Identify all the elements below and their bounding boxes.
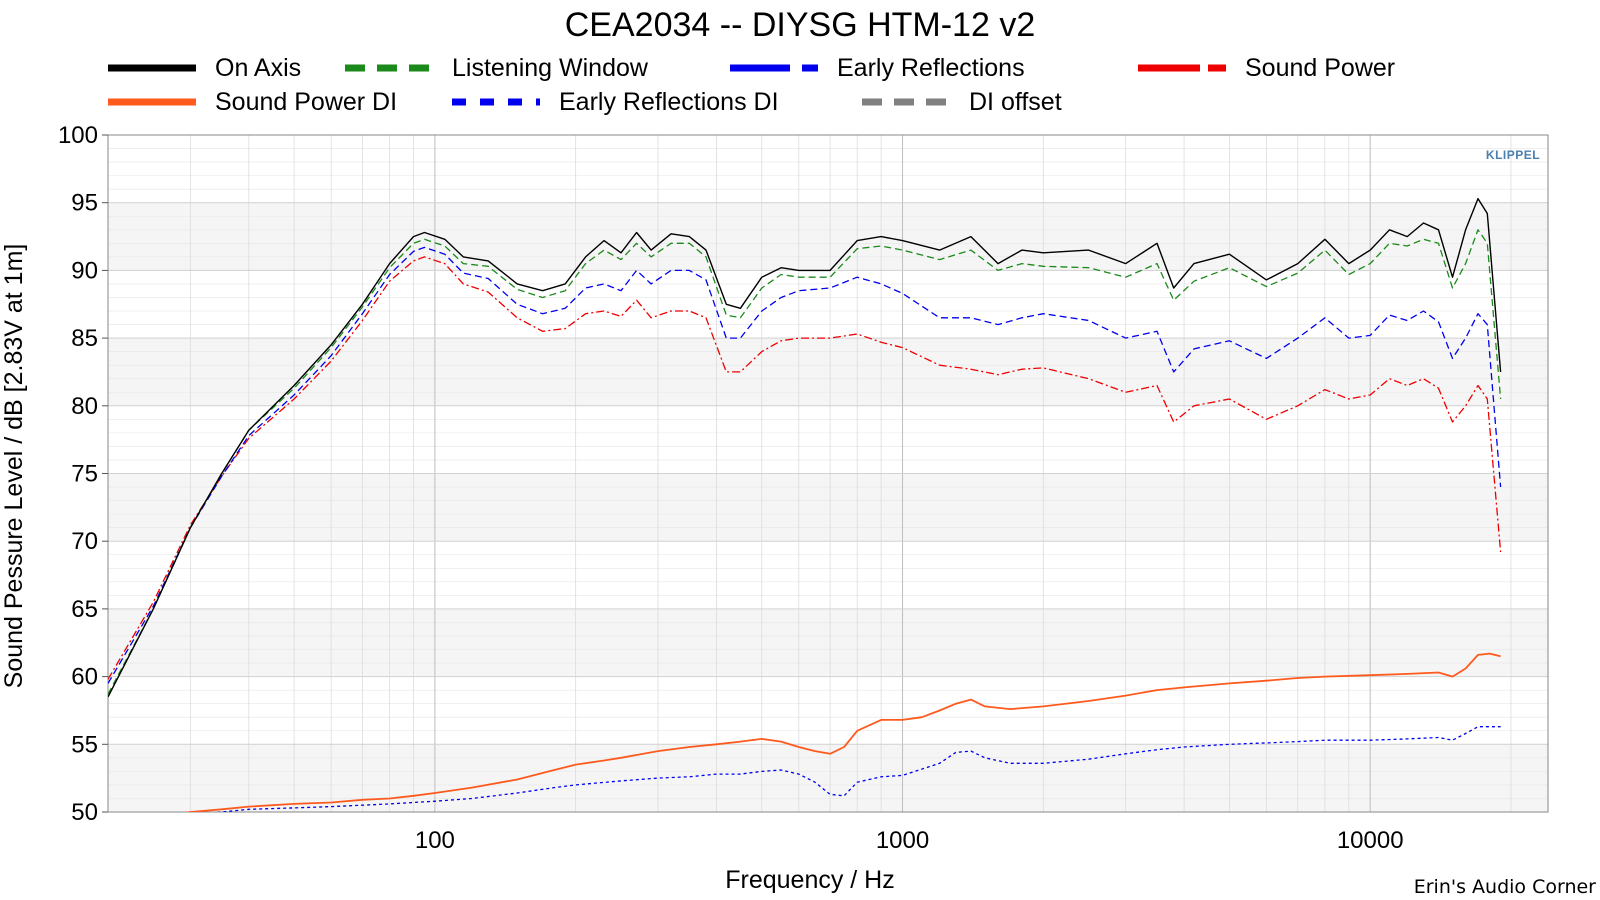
plot-area: 50 55 60 65 70 75 80 85 90 95 100 100 1000 10000 <box>58 122 1549 854</box>
y-tick-label: 80 <box>71 393 98 420</box>
chart-title: CEA2034 -- DIYSG HTM-12 v2 <box>565 6 1035 44</box>
grid-band <box>108 135 1548 203</box>
legend-label: On Axis <box>215 54 301 82</box>
y-tick-label: 85 <box>71 325 98 352</box>
series-line-early-reflections <box>108 246 1502 684</box>
grid-band <box>108 541 1548 609</box>
x-tick-label: 1000 <box>876 827 929 854</box>
x-axis-label: Frequency / Hz <box>725 866 895 894</box>
x-tick-label: 100 <box>415 827 455 854</box>
grid-band <box>108 744 1548 812</box>
legend-label: Sound Power DI <box>215 88 397 116</box>
grid-band <box>108 473 1548 542</box>
grid-band <box>108 338 1548 406</box>
y-tick-label: 95 <box>71 190 98 217</box>
series-line-early-reflections-di <box>214 726 1501 812</box>
x-tick-label: 10000 <box>1337 827 1404 854</box>
y-axis-label: Sound Pessure Level / dB [2.83V at 1m] <box>0 244 28 689</box>
series-line-sound-power-di <box>184 652 1501 812</box>
y-tick-label: 90 <box>71 257 98 284</box>
grid-band <box>108 608 1548 677</box>
legend-label: Sound Power <box>1245 54 1395 82</box>
y-tick-label: 50 <box>71 799 98 826</box>
y-tick-label: 70 <box>71 528 98 555</box>
legend: On Axis Listening Window Early Reflections… <box>108 54 1395 116</box>
grid-band <box>108 270 1548 339</box>
legend-label: Listening Window <box>452 54 649 82</box>
y-tick-label: 100 <box>58 122 98 149</box>
grid-band <box>108 405 1548 474</box>
y-tick-label: 75 <box>71 461 98 488</box>
grid-band <box>108 202 1548 271</box>
series-line-listening-window <box>108 229 1502 695</box>
series-line-sound-power <box>108 256 1502 680</box>
y-tick-label: 55 <box>71 731 98 758</box>
series-line-on-axis <box>108 197 1502 698</box>
klippel-logo: KLIPPEL <box>1486 148 1540 162</box>
credit-text: Erin's Audio Corner <box>1414 876 1596 898</box>
legend-label: Early Reflections <box>837 54 1025 82</box>
legend-label: Early Reflections DI <box>559 88 779 116</box>
y-tick-label: 65 <box>71 596 98 623</box>
y-tick-label: 60 <box>71 664 98 691</box>
grid-band <box>108 676 1548 745</box>
legend-label: DI offset <box>969 88 1062 116</box>
